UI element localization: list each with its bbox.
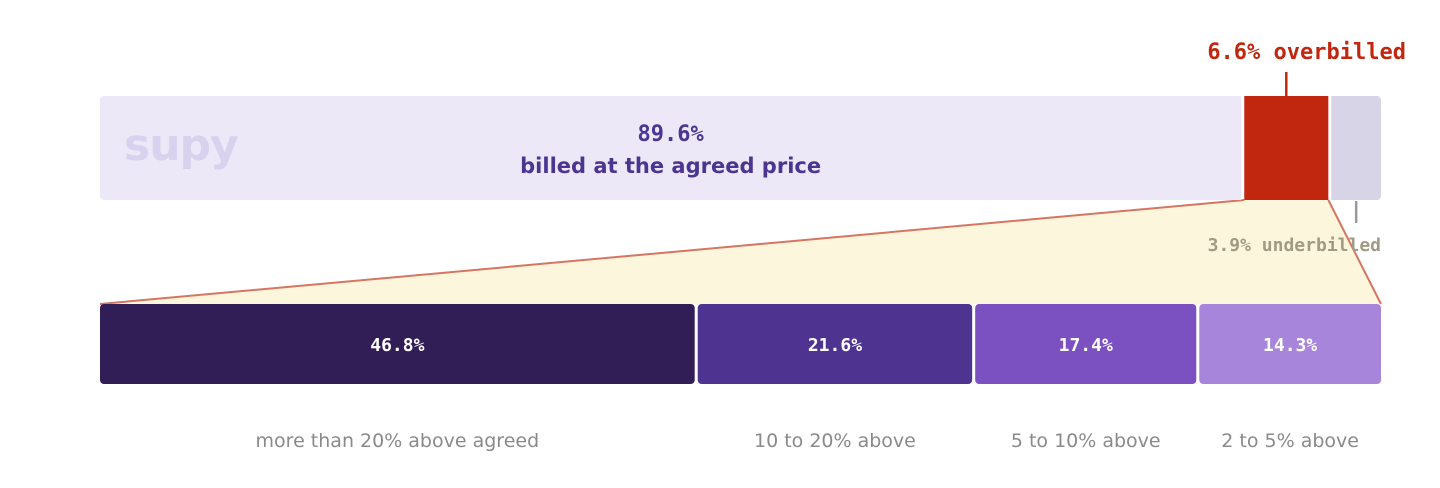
segment-underbilled-edge [1331,96,1338,200]
underbilled-value-label: 3.9% underbilled [1208,235,1381,256]
agreed-price-value-label: 89.6% [638,122,705,147]
brand-logo: supy [124,120,238,171]
breakdown-value-label: 46.8% [370,335,424,356]
breakdown-value-label: 17.4% [1059,335,1113,356]
breakdown-category-label: 2 to 5% above [1221,430,1359,452]
breakdown-value-label: 21.6% [808,335,862,356]
segment-underbilled [1331,96,1381,200]
breakdown-bar-segment [697,304,973,384]
segment-agreed-price-edge [1235,96,1242,200]
connector-left-edge [99,199,1245,305]
connector-fill [100,200,1381,304]
agreed-price-label: billed at the agreed price [520,154,821,178]
breakdown-connector [99,199,1382,305]
breakdown-category-label: more than 20% above agreed [256,430,540,452]
breakdown-bar-segment [975,304,1197,384]
connector-right-edge [1327,199,1382,305]
overbilled-value-label: 6.6% overbilled [1207,40,1406,65]
segment-overbilled [1244,96,1329,200]
breakdown-category-label: 5 to 10% above [1011,430,1161,452]
breakdown-bar-segment [1199,304,1381,384]
segment-agreed-price [100,96,1242,200]
breakdown-category-label: 10 to 20% above [754,430,916,452]
total-bar: supy 89.6% billed at the agreed price 6.6% … [100,40,1406,256]
category-labels: more than 20% above agreed 10 to 20% abov… [256,430,1359,452]
breakdown-value-label: 14.3% [1263,335,1317,356]
breakdown-bar: 46.8% 21.6% 17.4% 14.3% [100,304,1381,384]
breakdown-bar-segment [100,304,695,384]
